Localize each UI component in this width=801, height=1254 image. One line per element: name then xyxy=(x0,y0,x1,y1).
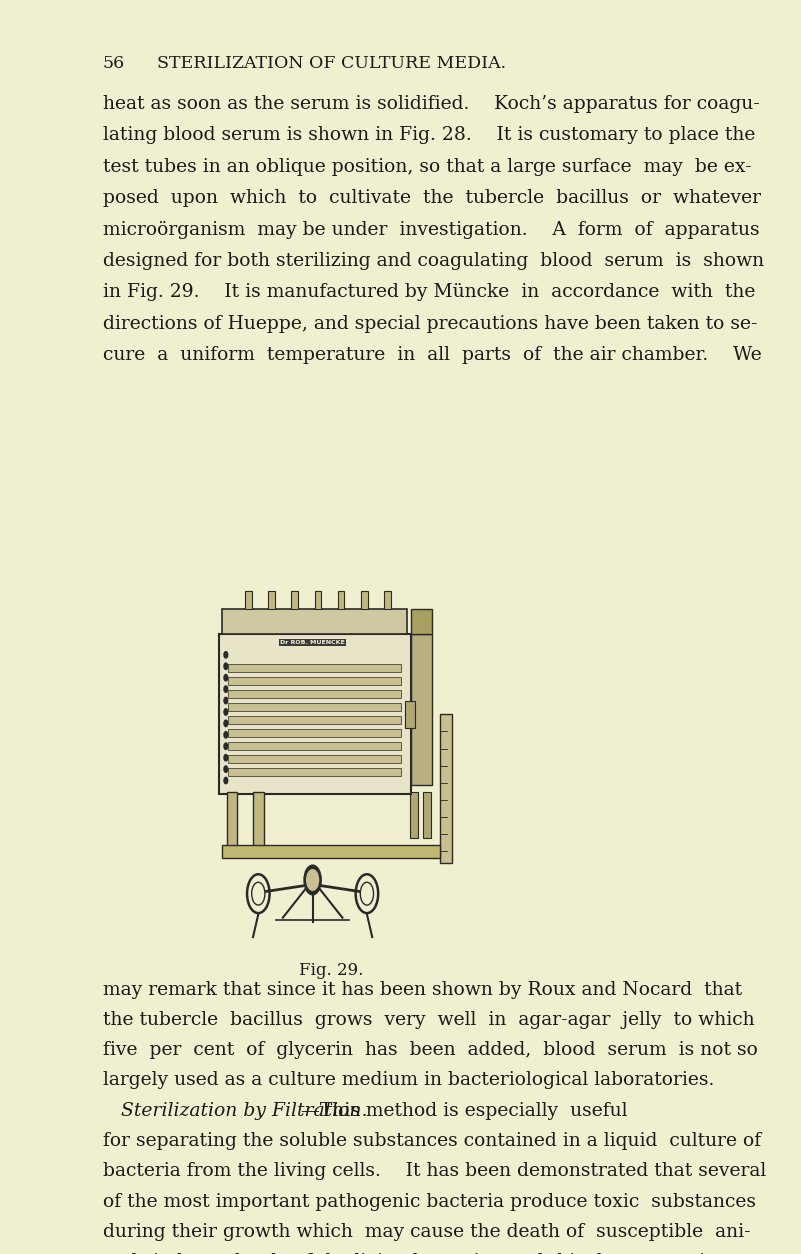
Circle shape xyxy=(224,652,227,658)
Bar xyxy=(219,635,411,794)
Text: microörganism  may be under  investigation.  A  form  of  apparatus: microörganism may be under investigation… xyxy=(103,221,759,238)
Bar xyxy=(411,635,432,785)
Bar xyxy=(292,591,298,609)
Text: Dr ROB. MUENCKE: Dr ROB. MUENCKE xyxy=(280,640,345,645)
Bar xyxy=(228,690,400,698)
Circle shape xyxy=(224,663,227,670)
Text: may remark that since it has been shown by Roux and Nocard  that: may remark that since it has been shown … xyxy=(103,981,742,998)
Bar xyxy=(228,702,400,711)
Bar xyxy=(405,701,415,729)
Bar xyxy=(228,677,400,685)
Text: posed  upon  which  to  cultivate  the  tubercle  bacillus  or  whatever: posed upon which to cultivate the tuberc… xyxy=(103,189,761,207)
Bar xyxy=(227,793,237,851)
Circle shape xyxy=(224,731,227,739)
Bar xyxy=(361,591,368,609)
Circle shape xyxy=(224,744,227,750)
Bar xyxy=(268,591,275,609)
Bar xyxy=(228,716,400,724)
Bar xyxy=(384,591,391,609)
Bar xyxy=(228,729,400,737)
Circle shape xyxy=(307,870,319,890)
Circle shape xyxy=(224,686,227,692)
Bar xyxy=(423,793,431,838)
Text: lating blood serum is shown in Fig. 28.  It is customary to place the: lating blood serum is shown in Fig. 28. … xyxy=(103,127,755,144)
Text: during their growth which  may cause the death of  susceptible  ani-: during their growth which may cause the … xyxy=(103,1223,751,1240)
Text: —This method is especially  useful: —This method is especially useful xyxy=(301,1102,628,1120)
Text: of the most important pathogenic bacteria produce toxic  substances: of the most important pathogenic bacteri… xyxy=(103,1193,755,1210)
Text: cure  a  uniform  temperature  in  all  parts  of  the air chamber.  We: cure a uniform temperature in all parts … xyxy=(103,346,762,364)
Bar xyxy=(315,591,321,609)
Text: STERILIZATION OF CULTURE MEDIA.: STERILIZATION OF CULTURE MEDIA. xyxy=(156,55,505,71)
Text: the tubercle  bacillus  grows  very  well  in  agar-agar  jelly  to which: the tubercle bacillus grows very well in… xyxy=(103,1011,755,1028)
Text: designed for both sterilizing and coagulating  blood  serum  is  shown: designed for both sterilizing and coagul… xyxy=(103,252,764,270)
Text: in Fig. 29.  It is manufactured by Müncke  in  accordance  with  the: in Fig. 29. It is manufactured by Müncke… xyxy=(103,283,755,301)
Text: largely used as a culture medium in bacteriological laboratories.: largely used as a culture medium in bact… xyxy=(103,1071,714,1090)
Text: Sterilization by Filtration.: Sterilization by Filtration. xyxy=(103,1102,367,1120)
Text: directions of Hueppe, and special precautions have been taken to se-: directions of Hueppe, and special precau… xyxy=(103,315,757,332)
Text: 56: 56 xyxy=(103,55,125,71)
Bar xyxy=(245,591,252,609)
Circle shape xyxy=(224,755,227,761)
Bar xyxy=(410,793,418,838)
Bar xyxy=(411,609,432,635)
Bar xyxy=(222,609,408,635)
Text: bacteria from the living cells.  It has been demonstrated that several: bacteria from the living cells. It has b… xyxy=(103,1162,766,1180)
Bar xyxy=(338,591,344,609)
Bar xyxy=(441,715,453,863)
Text: for separating the soluble substances contained in a liquid  culture of: for separating the soluble substances co… xyxy=(103,1132,761,1150)
Circle shape xyxy=(224,675,227,681)
Text: test tubes in an oblique position, so that a large surface  may  be ex-: test tubes in an oblique position, so th… xyxy=(103,158,751,176)
Circle shape xyxy=(224,777,227,784)
Circle shape xyxy=(304,865,321,895)
Circle shape xyxy=(224,709,227,715)
Text: five  per  cent  of  glycerin  has  been  added,  blood  serum  is not so: five per cent of glycerin has been added… xyxy=(103,1041,758,1060)
Bar xyxy=(222,844,441,858)
Text: Fig. 29.: Fig. 29. xyxy=(299,962,364,979)
Text: heat as soon as the serum is solidified.  Koch’s apparatus for coagu-: heat as soon as the serum is solidified.… xyxy=(103,95,759,113)
Bar xyxy=(228,767,400,775)
Circle shape xyxy=(224,766,227,772)
Circle shape xyxy=(224,697,227,703)
Bar xyxy=(228,741,400,750)
Circle shape xyxy=(224,720,227,726)
Bar xyxy=(228,755,400,762)
Bar xyxy=(228,663,400,672)
Bar xyxy=(253,793,264,851)
